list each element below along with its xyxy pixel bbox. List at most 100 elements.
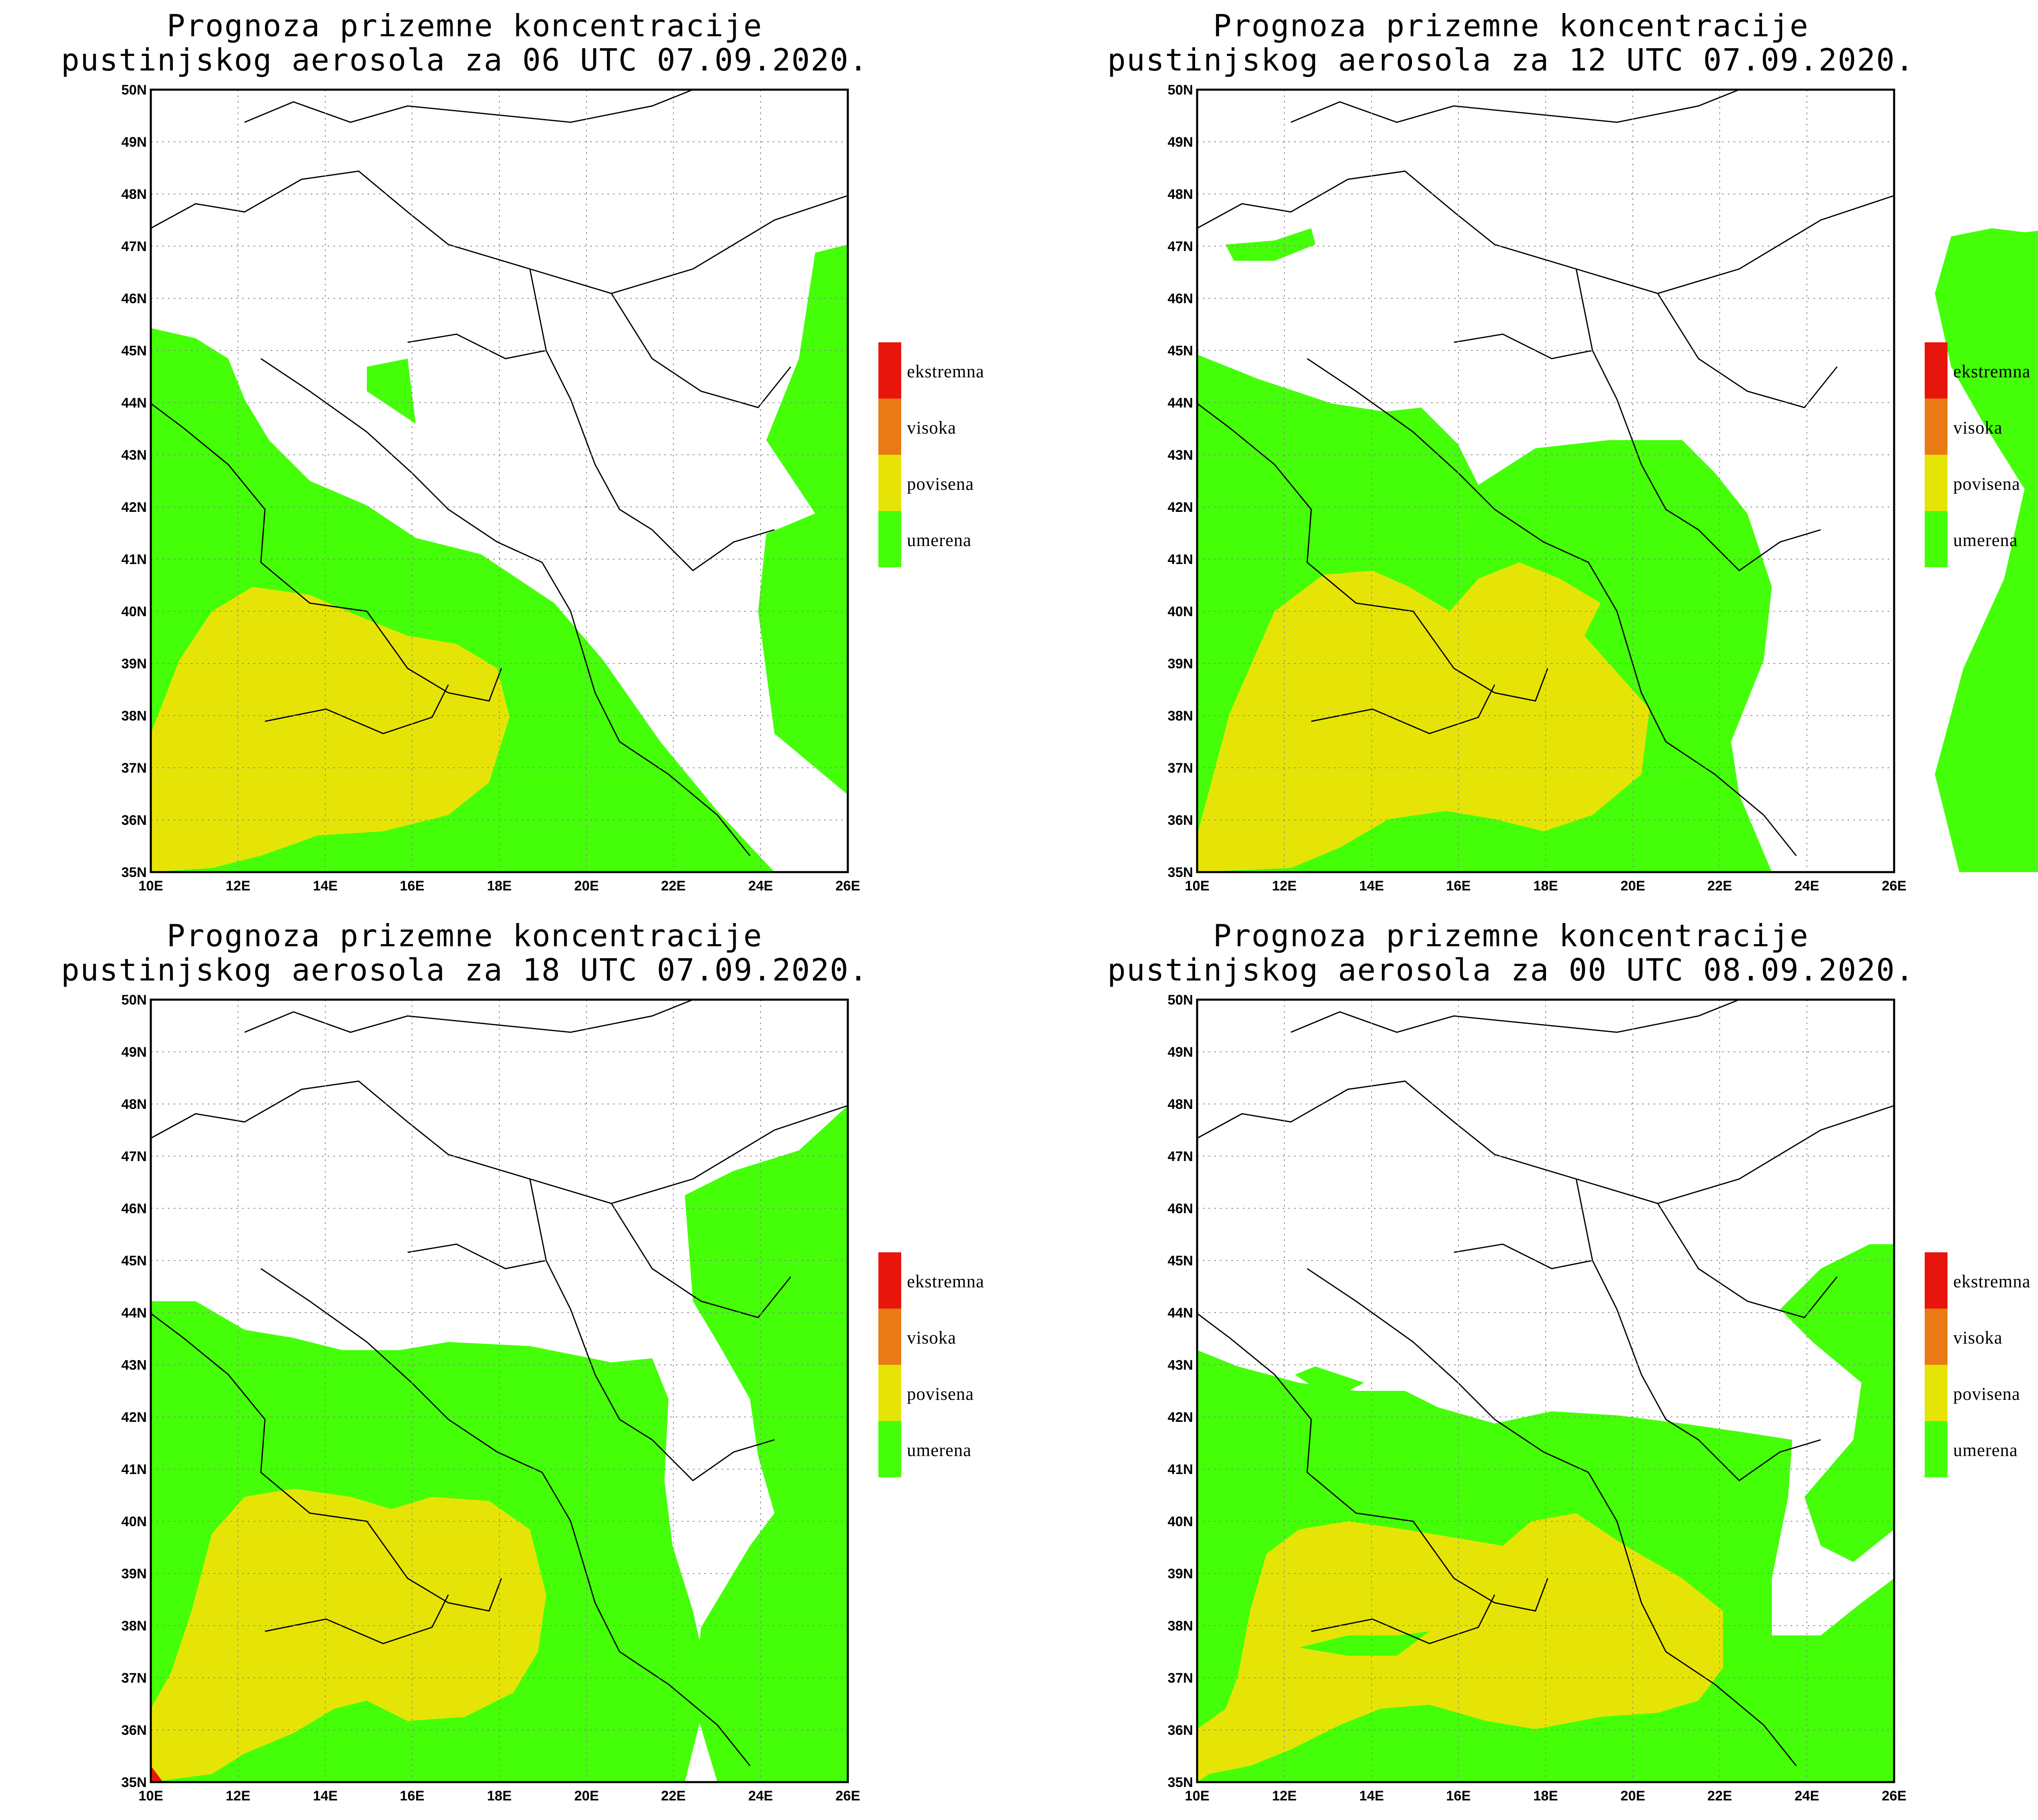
lon-tick-labels: 10E 12E 14E 16E 18E 20E 22E 24E 26E [1185,1788,1907,1804]
legend-label: visoka [1953,418,2003,438]
map-borders [150,89,848,856]
lon-label: 22E [1707,1788,1732,1804]
lon-label: 18E [487,878,512,894]
lat-label: 50N [1168,992,1193,1008]
map-grid [1197,90,1894,872]
lat-label: 49N [1168,1044,1193,1060]
lat-tick-labels: 35N 36N 37N 38N 39N 40N 41N 42N 43N 44N … [1168,82,1193,880]
lon-label: 24E [748,878,773,894]
legend-label: povisena [907,474,974,494]
panel-title: Prognoza prizemne koncentracije [1213,918,1809,954]
map-frame [1196,998,1895,1783]
lon-label: 18E [1533,1788,1558,1804]
lat-tick-labels: 35N 36N 37N 38N 39N 40N 41N 42N 43N 44N … [1168,992,1193,1790]
map-borders [1197,89,1895,856]
map-grid [151,90,848,872]
legend-label: visoka [907,418,956,438]
lon-label: 26E [1882,1788,1907,1804]
lat-label: 37N [1168,760,1193,776]
lat-label: 45N [121,343,147,359]
lat-label: 49N [1168,134,1193,150]
lat-label: 41N [1168,552,1193,567]
legend-swatch [1925,455,1948,511]
legend-swatch [878,1309,901,1365]
lat-label: 44N [121,1305,147,1321]
panel-title: Prognoza prizemne koncentracije [1213,8,1809,44]
lat-label: 48N [121,187,147,202]
lat-label: 35N [121,865,147,880]
lon-label: 12E [226,1788,251,1804]
lon-label: 24E [748,1788,773,1804]
dust-povisena-area [151,1489,546,1782]
lon-label: 14E [313,1788,338,1804]
lon-label: 18E [487,1788,512,1804]
lat-label: 44N [1168,1305,1193,1321]
lat-label: 50N [1168,82,1193,98]
legend-label: ekstremna [907,1271,984,1291]
lon-tick-labels: 10E 12E 14E 16E 18E 20E 22E 24E 26E [139,1788,860,1804]
legend-swatch [1925,1421,1948,1477]
lon-label: 18E [1533,878,1558,894]
lat-label: 48N [1168,187,1193,202]
lon-label: 14E [1359,878,1384,894]
lat-label: 39N [1168,1566,1193,1582]
legend-swatch [878,399,901,455]
lat-tick-labels: 35N 36N 37N 38N 39N 40N 41N 42N 43N 44N … [121,82,147,880]
forecast-map: 35N 36N 37N 38N 39N 40N 41N 42N 43N 44N … [1168,82,2038,894]
forecast-map: 35N 36N 37N 38N 39N 40N 41N 42N 43N 44N … [121,992,860,1804]
forecast-panel-18utc: Prognoza prizemne koncentracije pustinjs… [0,910,1043,1820]
map-frame [1196,88,1895,873]
legend-label: visoka [1953,1328,2003,1348]
lon-label: 16E [1446,878,1471,894]
lat-label: 48N [1168,1097,1193,1112]
panel-subtitle: pustinjskog aerosola za 12 UTC 07.09.202… [1107,42,1915,78]
lat-label: 45N [1168,1253,1193,1269]
legend-swatch [878,455,901,511]
lon-label: 14E [313,878,338,894]
lat-label: 44N [121,395,147,411]
lon-label: 26E [1882,878,1907,894]
lat-label: 38N [1168,1618,1193,1634]
legend-label: povisena [907,1384,974,1404]
lat-label: 42N [121,1410,147,1425]
lat-label: 43N [1168,1357,1193,1373]
legend-label: ekstremna [1953,361,2031,381]
lat-label: 45N [121,1253,147,1269]
lon-tick-labels: 10E 12E 14E 16E 18E 20E 22E 24E 26E [139,878,860,894]
legend-swatch [878,1365,901,1421]
lat-label: 42N [121,500,147,515]
forecast-map: 35N 36N 37N 38N 39N 40N 41N 42N 43N 44N … [121,82,860,894]
map-frame [150,88,849,873]
legend-label: ekstremna [907,361,984,381]
legend-swatch [1925,1252,1948,1309]
lat-label: 46N [121,1201,147,1216]
lon-label: 12E [1272,878,1297,894]
legend-swatch [1925,511,1948,567]
lat-label: 38N [121,708,147,724]
color-legend: ekstremna visoka povisena umerena [878,342,1050,571]
lon-label: 12E [226,878,251,894]
lat-label: 47N [121,239,147,254]
lon-label: 26E [836,878,860,894]
lat-label: 49N [121,1044,147,1060]
lon-label: 10E [139,878,163,894]
panel-title: Prognoza prizemne koncentracije [167,918,763,954]
dust-povisena-area [151,587,510,872]
lat-label: 46N [1168,1201,1193,1216]
lat-label: 42N [1168,500,1193,515]
legend-label: umerena [907,1440,972,1460]
lat-label: 35N [1168,865,1193,880]
forecast-panel-06utc: Prognoza prizemne koncentracije pustinjs… [0,0,1043,910]
lon-label: 20E [574,878,599,894]
panel-subtitle: pustinjskog aerosola za 00 UTC 08.09.202… [1107,952,1915,988]
lon-tick-labels: 10E 12E 14E 16E 18E 20E 22E 24E 26E [1185,878,1907,894]
legend-swatch [1925,342,1948,399]
lat-label: 38N [1168,708,1193,724]
legend-label: umerena [1953,1440,2018,1460]
lat-label: 41N [1168,1462,1193,1477]
lat-label: 43N [121,447,147,463]
lon-label: 16E [400,878,425,894]
lat-label: 45N [1168,343,1193,359]
lat-label: 41N [121,1462,147,1477]
lon-label: 16E [1446,1788,1471,1804]
